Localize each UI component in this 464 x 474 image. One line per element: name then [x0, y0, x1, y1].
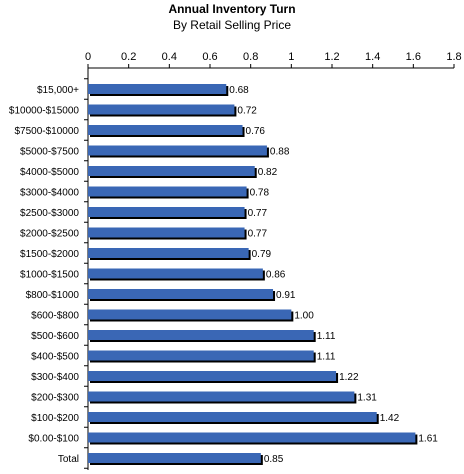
data-label: 0.68	[229, 85, 249, 96]
category-label: $7500-$10000	[14, 126, 79, 137]
bar	[88, 125, 243, 135]
bar	[88, 289, 274, 299]
data-label: 0.85	[264, 454, 284, 465]
axis-layer: 0 0.2 0.4 0.6 0.8 1 1.2 1.4 1.6 1.8 $15,000+ $10000…	[9, 51, 462, 470]
bar	[88, 309, 292, 320]
data-label: 1.42	[380, 413, 400, 424]
bar	[88, 350, 314, 361]
category-label: Total	[58, 454, 79, 465]
bar	[88, 330, 314, 340]
x-tick-label: 0.4	[162, 51, 177, 63]
bar-layer: 0.68 0.72 0.76 0.88 0.82 0.78 0.77 0.77 0.79 0.86…	[88, 84, 438, 465]
data-label: 0.78	[250, 188, 270, 199]
category-label: $500-$600	[31, 331, 79, 342]
data-label: 0.77	[248, 229, 268, 240]
category-label: $400-$500	[31, 352, 79, 363]
data-label: 0.91	[276, 290, 296, 301]
data-label: 0.72	[237, 106, 257, 117]
category-label: $0.00-$100	[28, 434, 79, 445]
data-label: 0.77	[248, 208, 268, 219]
bar	[88, 371, 337, 381]
bar	[88, 186, 247, 197]
x-tick-label: 0.8	[243, 51, 258, 63]
category-label: $4000-$5000	[20, 167, 79, 178]
x-tick-label: 1	[288, 51, 294, 63]
data-label: 0.86	[266, 270, 286, 281]
data-label: 1.22	[339, 372, 359, 383]
category-label: $100-$200	[31, 413, 79, 424]
bar	[88, 145, 267, 156]
bar	[88, 207, 245, 217]
category-label: $3000-$4000	[20, 188, 79, 199]
chart-subtitle: By Retail Selling Price	[173, 18, 291, 32]
bar	[88, 227, 245, 238]
category-label: $1500-$2000	[20, 249, 79, 260]
x-tick-label: 1.6	[406, 51, 421, 63]
bar	[88, 166, 255, 176]
data-label: 1.31	[357, 393, 377, 404]
bar	[88, 412, 377, 422]
data-label: 0.76	[246, 126, 266, 137]
category-label: $2500-$3000	[20, 208, 79, 219]
chart-title: Annual Inventory Turn	[168, 2, 295, 16]
x-tick-label: 1.2	[324, 51, 339, 63]
x-tick-label: 0	[85, 51, 91, 63]
data-label: 1.11	[317, 352, 336, 363]
x-tick-label: 0.2	[121, 51, 136, 63]
x-tick-label: 1.4	[365, 51, 380, 63]
category-label: $300-$400	[31, 372, 79, 383]
data-label: 0.88	[270, 147, 290, 158]
x-tick-label: 0.6	[202, 51, 217, 63]
category-label: $2000-$2500	[20, 229, 79, 240]
category-label: $1000-$1500	[20, 270, 79, 281]
category-label: $800-$1000	[26, 290, 80, 301]
bar	[88, 432, 416, 443]
data-label: 1.61	[418, 434, 438, 445]
bar	[88, 268, 263, 279]
data-label: 0.79	[252, 249, 272, 260]
category-label: $10000-$15000	[9, 106, 80, 117]
category-label: $600-$800	[31, 311, 79, 322]
category-label: $200-$300	[31, 393, 79, 404]
bar	[88, 248, 249, 258]
bar	[88, 391, 355, 402]
data-label: 1.00	[294, 311, 314, 322]
bar	[88, 453, 261, 463]
x-tick-label: 1.8	[446, 51, 461, 63]
data-label: 0.82	[258, 167, 278, 178]
data-label: 1.11	[317, 331, 336, 342]
category-label: $15,000+	[37, 85, 79, 96]
bar	[88, 104, 235, 115]
bar	[88, 84, 227, 94]
category-label: $5000-$7500	[20, 147, 79, 158]
